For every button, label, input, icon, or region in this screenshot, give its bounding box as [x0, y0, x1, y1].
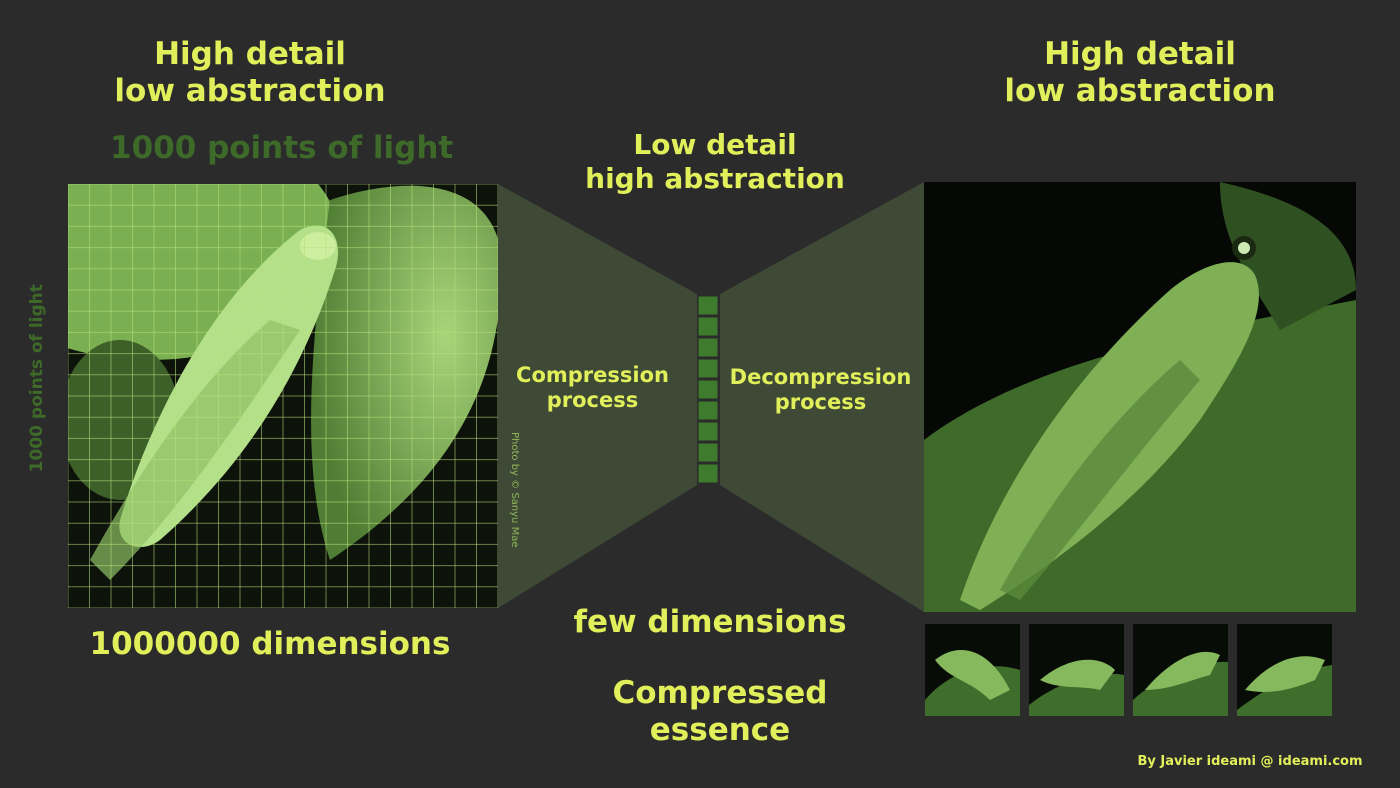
middle-title: Low detail high abstraction: [585, 128, 845, 195]
pixel-grid: [68, 184, 498, 608]
right-title: High detail low abstraction: [1004, 36, 1276, 110]
input-image: [68, 184, 498, 608]
latent-dimensions-label: few dimensions: [573, 604, 847, 640]
latent-cell: [697, 442, 719, 463]
thumbnail-1: [925, 624, 1020, 716]
input-dimensions-label: 1000000 dimensions: [89, 626, 451, 662]
latent-cell: [697, 316, 719, 337]
photo-credit: Photo by © Sanyu Mae: [509, 432, 520, 548]
latent-cell: [697, 421, 719, 442]
compression-label: Compression process: [516, 363, 669, 413]
thumbnail-4: [1237, 624, 1332, 716]
points-of-light-vertical: 1000 points of light: [26, 284, 47, 473]
compressed-essence-label: Compressed essence: [612, 675, 828, 749]
latent-cell: [697, 400, 719, 421]
sample-thumbnails: [925, 624, 1332, 716]
author-credit: By Javier ideami @ ideami.com: [1137, 754, 1363, 769]
latent-vector: [697, 295, 719, 484]
encoder-funnel: [498, 184, 697, 608]
latent-cell: [697, 463, 719, 484]
thumbnail-3: [1133, 624, 1228, 716]
points-of-light-horizontal: 1000 points of light: [110, 130, 454, 166]
latent-cell: [697, 379, 719, 400]
left-title: High detail low abstraction: [114, 36, 386, 110]
latent-cell: [697, 358, 719, 379]
latent-cell: [697, 295, 719, 316]
decoder-funnel: [720, 182, 924, 612]
thumbnail-2: [1029, 624, 1124, 716]
output-image: [924, 182, 1356, 612]
decompression-label: Decompression process: [729, 365, 912, 415]
latent-cell: [697, 337, 719, 358]
